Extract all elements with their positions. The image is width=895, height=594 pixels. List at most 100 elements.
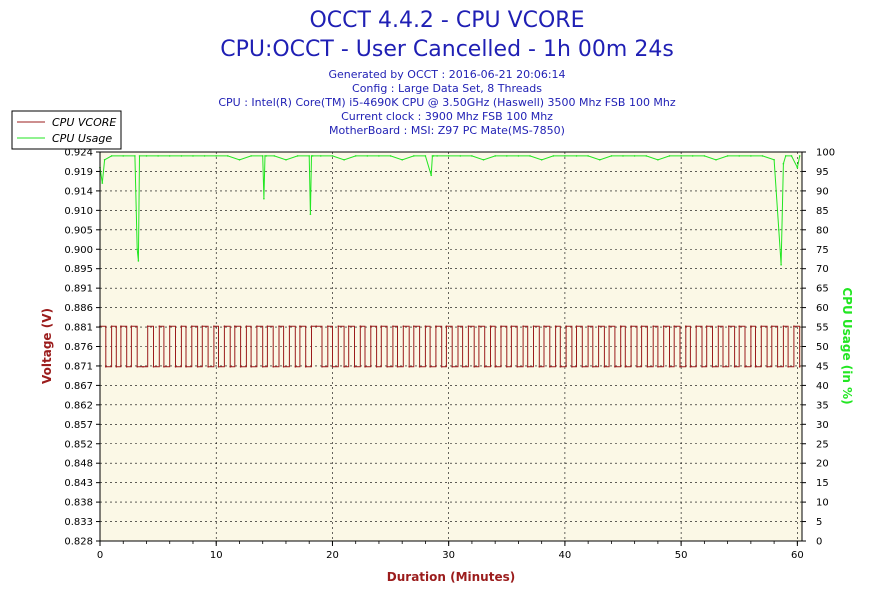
cpu-vcore-point	[402, 325, 405, 328]
cpu-vcore-point	[581, 366, 584, 368]
cpu-vcore-point	[120, 325, 122, 328]
cpu-usage-point	[575, 155, 578, 157]
right-tick-label: 75	[816, 245, 829, 256]
cpu-vcore-point	[408, 366, 411, 368]
right-tick-label: 20	[816, 459, 829, 470]
cpu-vcore-point	[217, 366, 220, 368]
left-tick-label: 0.852	[64, 439, 93, 450]
right-axis-ticks: 0 5 10 15 20 25 30 35 40 45 50 55 60 65 70 75 80 85 90 95 10…	[802, 148, 835, 548]
cpu-vcore-point	[522, 325, 524, 328]
cpu-vcore-point	[717, 325, 720, 328]
cpu-usage-point	[168, 155, 171, 157]
cpu-vcore-point	[331, 366, 334, 368]
left-tick-label: 0.914	[64, 186, 93, 197]
cpu-usage-point	[320, 155, 322, 157]
cpu-vcore-point	[766, 366, 768, 368]
cpu-vcore-point	[500, 325, 502, 328]
left-tick-label: 0.891	[64, 284, 93, 295]
cpu-vcore-point	[776, 366, 779, 368]
cpu-usage-point	[780, 264, 782, 266]
cpu-vcore-point	[288, 325, 291, 328]
cpu-usage-point	[309, 213, 312, 215]
cpu-usage-point	[529, 155, 531, 157]
cpu-vcore-point	[787, 366, 789, 368]
cpu-usage-point	[436, 155, 438, 157]
right-tick-label: 5	[816, 517, 822, 528]
left-tick-label: 0.848	[64, 459, 93, 470]
cpu-vcore-point	[603, 366, 606, 368]
cpu-vcore-point	[125, 366, 128, 368]
series-cpu-usage	[99, 155, 801, 266]
cpu-usage-point	[261, 155, 264, 157]
left-tick-label: 0.924	[64, 148, 93, 159]
cpu-vcore-point	[261, 366, 264, 368]
cpu-vcore-point	[516, 366, 518, 368]
x-tick-label: 50	[675, 550, 688, 561]
cpu-usage-point	[145, 155, 148, 157]
cpu-vcore-point	[646, 366, 649, 368]
cpu-vcore-point	[239, 366, 242, 368]
cpu-vcore-point	[701, 366, 703, 368]
cpu-usage-point	[250, 155, 252, 157]
cpu-vcore-point	[473, 366, 476, 368]
cpu-usage-point	[447, 155, 450, 157]
cpu-usage-point	[424, 155, 427, 157]
cpu-vcore-point	[359, 325, 362, 328]
legend-label-cpu-usage: CPU Usage	[52, 132, 112, 145]
right-tick-label: 45	[816, 361, 829, 372]
cpu-vcore-point	[310, 325, 313, 328]
cpu-vcore-point	[294, 366, 297, 368]
cpu-vcore-point	[413, 325, 415, 328]
cpu-vcore-point	[256, 325, 258, 328]
cpu-usage-point	[138, 155, 141, 157]
cpu-usage-point	[691, 155, 694, 157]
info-line-generated: Generated by OCCT : 2016-06-21 20:06:14	[328, 68, 565, 81]
right-tick-label: 80	[816, 225, 829, 236]
cpu-vcore-point	[554, 325, 557, 328]
cpu-vcore-point	[321, 366, 323, 368]
right-tick-label: 0	[816, 537, 822, 548]
cpu-vcore-point	[299, 325, 301, 328]
cpu-vcore-point	[711, 366, 714, 368]
left-tick-label: 0.838	[64, 498, 93, 509]
cpu-vcore-point	[315, 325, 318, 328]
cpu-vcore-point	[614, 366, 616, 368]
cpu-vcore-point	[418, 366, 421, 368]
cpu-usage-point	[103, 159, 106, 161]
cpu-usage-point	[715, 159, 717, 161]
cpu-vcore-point	[662, 325, 665, 328]
cpu-vcore-point	[575, 325, 578, 328]
right-tick-label: 90	[816, 186, 829, 197]
cpu-vcore-point	[771, 325, 773, 328]
right-tick-label: 40	[816, 381, 829, 392]
cpu-usage-point	[157, 155, 159, 157]
right-tick-label: 95	[816, 167, 829, 178]
left-tick-label: 0.919	[64, 167, 93, 178]
cpu-usage-point	[599, 159, 601, 161]
cpu-usage-point	[203, 155, 206, 157]
cpu-vcore-point	[738, 325, 740, 328]
cpu-vcore-point	[375, 366, 378, 368]
cpu-vcore-point	[201, 325, 204, 328]
right-tick-label: 85	[816, 206, 829, 217]
cpu-vcore-point	[619, 325, 622, 328]
cpu-vcore-point	[733, 366, 736, 368]
cpu-vcore-point	[435, 325, 437, 328]
cpu-vcore-point	[597, 325, 600, 328]
cpu-usage-point	[134, 155, 136, 157]
x-tick-label: 0	[97, 550, 103, 561]
left-tick-label: 0.895	[64, 264, 93, 275]
right-tick-label: 100	[816, 148, 835, 159]
cpu-usage-point	[790, 155, 793, 157]
cpu-usage-point	[137, 260, 140, 262]
cpu-vcore-point	[695, 325, 697, 328]
cpu-usage-point	[459, 155, 462, 157]
cpu-usage-point	[343, 159, 345, 161]
cpu-usage-point	[750, 155, 752, 157]
cpu-vcore-point	[327, 325, 329, 328]
y-axis-left-label: Voltage (V)	[40, 308, 54, 384]
cpu-usage-point	[401, 159, 404, 161]
cpu-usage-point	[540, 159, 543, 161]
cpu-usage-point	[192, 155, 194, 157]
